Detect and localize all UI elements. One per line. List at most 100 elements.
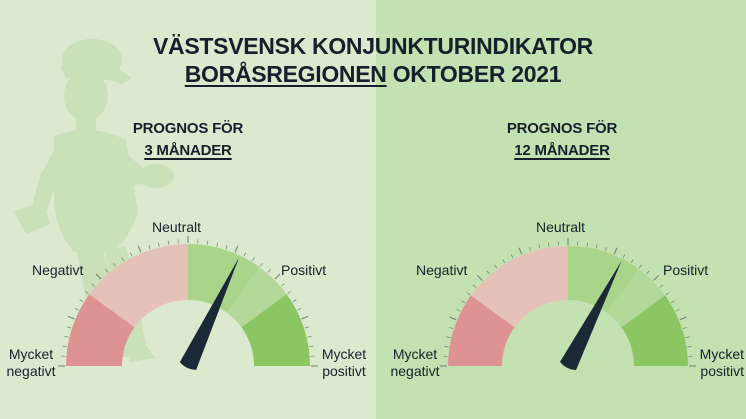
- gauge-tick: [449, 316, 457, 321]
- gauge-tick: [91, 283, 95, 287]
- gauge-horizon-label: 3 MÅNADER: [144, 142, 232, 159]
- gauge-tick: [307, 335, 312, 338]
- gauge-tick: [85, 291, 89, 295]
- label-very-negative-line1: Mycket: [8, 346, 54, 362]
- gauge-tick: [62, 345, 67, 348]
- label-very-positive-line1: Mycket: [699, 346, 744, 362]
- gauge-tick: [446, 336, 451, 339]
- gauge-needle: [559, 260, 622, 371]
- label-negative-3m: Negativt: [32, 262, 84, 278]
- segment-very-negative: [66, 294, 135, 366]
- gauge-tick: [670, 300, 675, 304]
- gauge-tick: [679, 316, 687, 321]
- segment-very-positive: [241, 294, 310, 366]
- segment-negative: [470, 246, 568, 328]
- gauge-needle: [179, 257, 240, 370]
- gauge-tick: [137, 245, 142, 253]
- gauge-tick: [477, 275, 483, 281]
- gauge-tick: [646, 270, 650, 275]
- gauge-tick: [659, 284, 664, 288]
- label-neutral-12m: Neutralt: [536, 219, 586, 235]
- gauge-tick: [586, 242, 588, 247]
- gauge-tick: [79, 299, 84, 303]
- gauge-tick: [444, 346, 449, 348]
- gauge-heading-12m: PROGNOS FÖR 12 MÅNADER: [462, 118, 662, 162]
- gauge-tick: [538, 244, 541, 249]
- gauge-tick: [510, 254, 514, 259]
- gauge-tick: [105, 269, 109, 273]
- gauge-tick: [67, 326, 72, 329]
- gauge-tick: [216, 242, 219, 247]
- segment-positive: [606, 268, 666, 328]
- gauge-tick: [494, 264, 498, 269]
- gauge-tick: [638, 264, 642, 269]
- gauge-tick: [613, 247, 618, 255]
- label-very-negative-line2: negativt: [6, 363, 56, 379]
- label-very-negative-3m: Mycket negativt: [2, 346, 60, 380]
- gauge-tick: [251, 257, 255, 262]
- label-negative-12m: Negativt: [416, 262, 468, 278]
- gauge-tick: [687, 346, 692, 348]
- label-very-negative-line2: negativt: [390, 363, 440, 379]
- gauge-tick: [502, 259, 506, 264]
- gauge-tick: [461, 300, 466, 304]
- segment-very-negative: [448, 295, 515, 366]
- gauge-tick: [605, 246, 608, 252]
- segment-very-positive: [621, 295, 688, 366]
- gauge-tick: [301, 315, 309, 320]
- gauge-tick: [548, 242, 550, 247]
- gauge-tick: [259, 263, 263, 267]
- gauge-heading-label: PROGNOS FÖR: [132, 120, 244, 137]
- gauge-tick: [274, 273, 281, 280]
- gauge-tick: [129, 252, 133, 257]
- gauge-3-months: [58, 236, 318, 370]
- gauge-heading-3m: PROGNOS FÖR 3 MÅNADER: [88, 118, 288, 162]
- gauge-tick: [243, 252, 247, 257]
- label-very-positive-line1: Mycket: [321, 346, 367, 362]
- gauge-tick: [518, 247, 523, 255]
- label-very-positive-line2: positivt: [322, 363, 366, 379]
- gauge-heading-label: PROGNOS FÖR: [506, 120, 618, 137]
- segment-neutral: [568, 246, 639, 313]
- segment-neutral: [188, 244, 260, 313]
- gauge-tick: [292, 299, 297, 303]
- label-neutral-3m: Neutralt: [152, 219, 202, 235]
- period-label: OKTOBER 2021: [392, 61, 562, 87]
- segment-positive: [226, 267, 287, 328]
- gauge-tick: [456, 308, 461, 312]
- gauge-tick: [121, 257, 125, 262]
- gauge-tick: [234, 245, 239, 253]
- region-name: BORÅSREGIONEN: [184, 61, 387, 87]
- gauge-tick: [281, 283, 285, 287]
- gauge-tick: [528, 246, 531, 252]
- gauge-tick: [157, 242, 160, 247]
- gauge-tick: [682, 326, 688, 329]
- gauge-tick: [64, 335, 69, 338]
- main-title-line1: VÄSTSVENSK KONJUNKTURINDIKATOR: [153, 33, 593, 59]
- gauge-tick: [287, 291, 291, 295]
- gauge-tick: [466, 292, 471, 296]
- gauge-tick: [74, 307, 79, 311]
- gauge-tick: [309, 345, 314, 348]
- gauge-tick: [486, 270, 490, 275]
- gauge-tick: [113, 263, 117, 267]
- gauge-tick: [630, 259, 634, 264]
- label-very-positive-12m: Mycket positivt: [692, 346, 744, 380]
- gauge-tick: [675, 308, 680, 312]
- gauge-tick: [448, 326, 454, 329]
- gauge-tick: [95, 273, 102, 280]
- gauge-tick: [67, 315, 75, 320]
- gauge-tick: [297, 307, 302, 311]
- gauge-tick: [206, 240, 209, 245]
- segment-negative: [89, 244, 188, 328]
- label-very-negative-12m: Mycket negativt: [386, 346, 444, 380]
- gauge-tick: [148, 245, 151, 250]
- label-very-negative-line1: Mycket: [392, 346, 438, 362]
- gauge-tick: [167, 240, 170, 245]
- label-very-positive-3m: Mycket positivt: [316, 346, 372, 380]
- label-positive-12m: Positivt: [663, 262, 709, 278]
- gauge-horizon-label: 12 MÅNADER: [514, 142, 610, 159]
- gauge-tick: [653, 275, 659, 281]
- gauge-tick: [267, 269, 271, 273]
